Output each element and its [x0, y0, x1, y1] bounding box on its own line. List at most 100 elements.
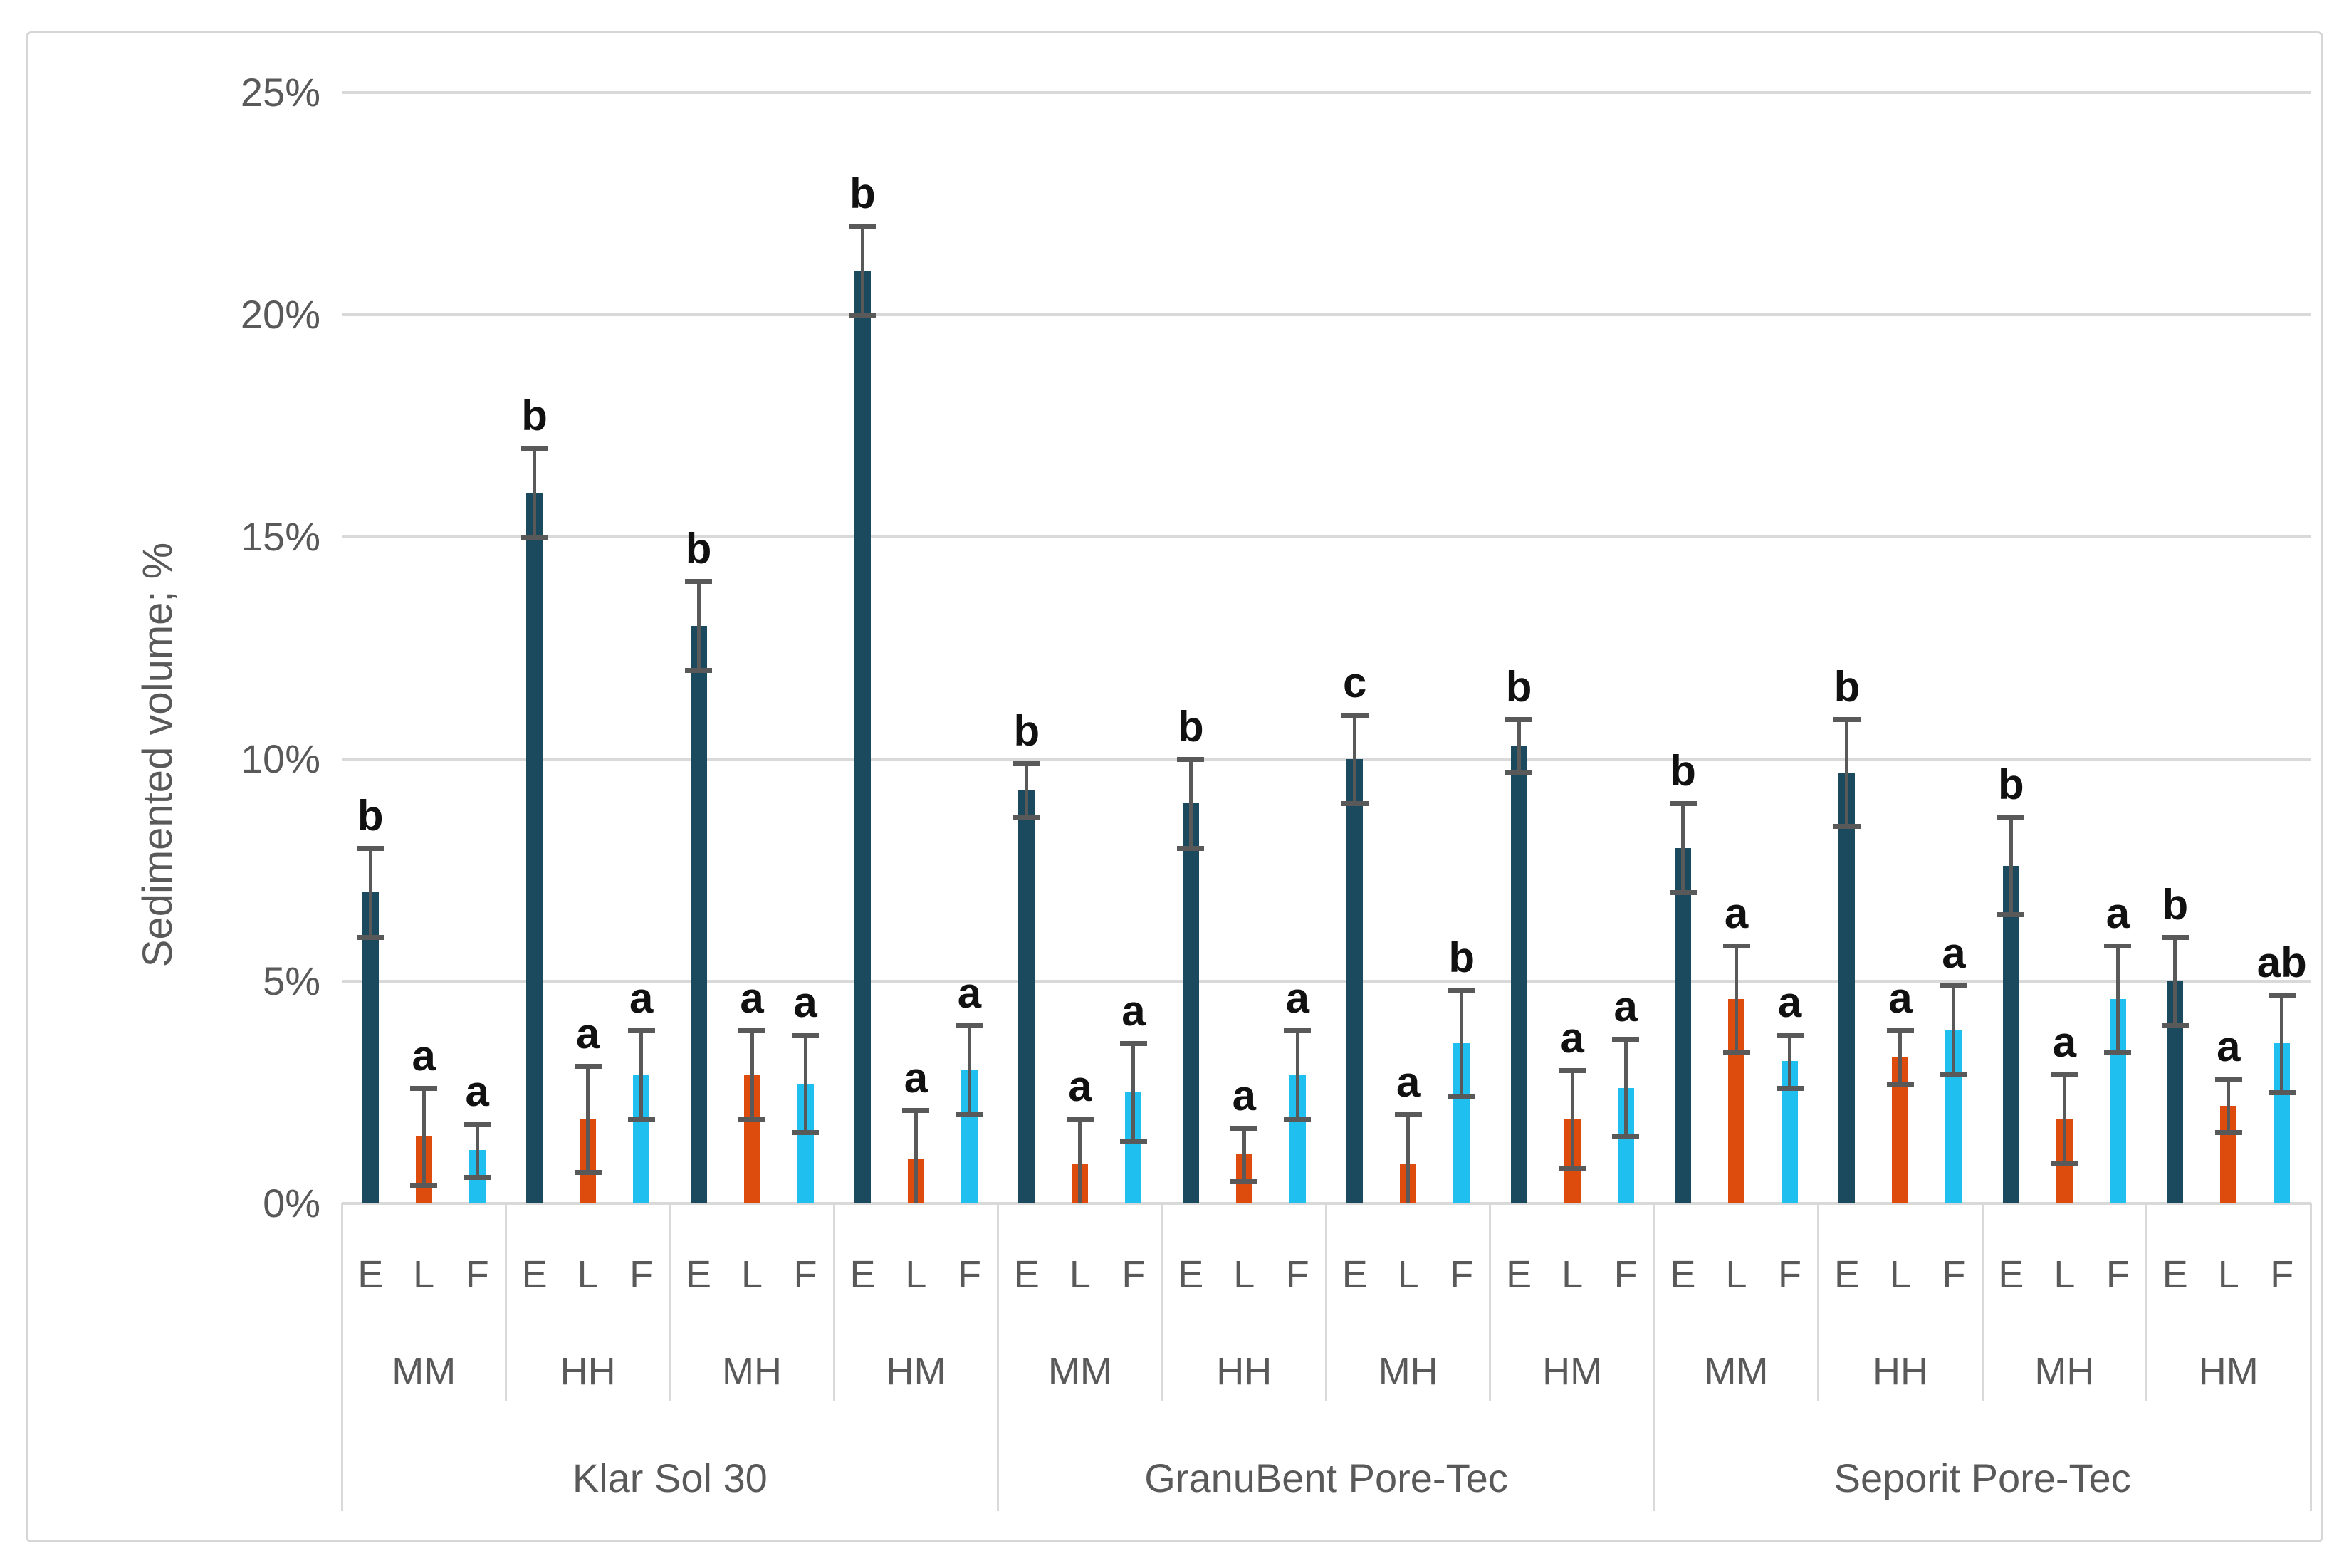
significance-letter: b [521, 392, 548, 440]
significance-letter: a [1285, 973, 1309, 1022]
error-bar-bottom-cap [956, 1112, 983, 1118]
error-bar [1460, 990, 1464, 1097]
bar-e-Seporit Pore-Tec-HM [2167, 981, 2184, 1203]
significance-letter: a [1560, 1013, 1584, 1062]
significance-letter: a [412, 1031, 436, 1080]
significance-letter: a [465, 1067, 489, 1115]
significance-letter: a [904, 1053, 928, 1102]
series-label-e: E [1506, 1253, 1532, 1296]
error-bar-bottom-cap [1230, 1178, 1258, 1184]
bar-f-Seporit Pore-Tec-MH [2109, 998, 2126, 1203]
error-bar [639, 1030, 644, 1119]
error-bar [1898, 1030, 1903, 1084]
error-bar [1952, 986, 1956, 1075]
series-label-e: E [1341, 1253, 1368, 1296]
error-bar [1131, 1043, 1136, 1141]
series-label-f: F [957, 1253, 981, 1296]
series-label-f: F [1942, 1253, 1966, 1296]
series-label-l: L [2054, 1253, 2076, 1296]
error-bar-top-cap [956, 1023, 983, 1029]
significance-letter: a [1942, 929, 1966, 978]
error-bar-top-cap [1013, 761, 1040, 767]
significance-letter: a [2105, 889, 2130, 938]
series-label-e: E [1670, 1253, 1696, 1296]
bar-l-Seporit Pore-Tec-MM [1728, 998, 1745, 1203]
section-label: Klar Sol 30 [572, 1455, 768, 1500]
bar-l-Klar Sol 30-MH [743, 1075, 760, 1203]
error-bar-top-cap [1886, 1028, 1914, 1033]
y-tick-label: 20% [240, 292, 320, 337]
error-bar-top-cap [2051, 1072, 2078, 1078]
y-tick-label: 15% [240, 514, 320, 559]
error-bar-top-cap [2104, 944, 2132, 949]
group-separator [669, 1203, 671, 1401]
group-label-MM: MM [392, 1350, 456, 1393]
error-bar-top-cap [1940, 983, 1967, 989]
error-bar-top-cap [2214, 1077, 2242, 1082]
error-bar-bottom-cap [2161, 1023, 2189, 1029]
series-label-f: F [2270, 1253, 2294, 1296]
error-bar-top-cap [1448, 988, 1475, 993]
error-bar [2062, 1075, 2066, 1164]
error-bar-top-cap [1833, 716, 1861, 722]
error-bar [1406, 1114, 1411, 1203]
error-bar [1353, 714, 1357, 804]
group-label-HM: HM [886, 1350, 946, 1393]
error-bar-bottom-cap [1284, 1117, 1312, 1122]
series-label-l: L [1069, 1253, 1091, 1296]
error-bar [533, 448, 537, 537]
series-label-f: F [2105, 1253, 2130, 1296]
error-bar [750, 1030, 754, 1119]
bar-e-Seporit Pore-Tec-MM [1675, 847, 1692, 1203]
error-bar-bottom-cap [685, 668, 713, 674]
section-separator [2309, 1203, 2312, 1511]
bar-e-Klar Sol 30-MH [690, 625, 707, 1203]
error-bar [586, 1065, 590, 1173]
error-bar-bottom-cap [1886, 1081, 1914, 1087]
error-bar-top-cap [574, 1063, 602, 1069]
significance-letter: b [1998, 761, 2024, 809]
error-bar [1570, 1070, 1574, 1169]
error-bar-top-cap [1119, 1041, 1147, 1047]
significance-letter: b [849, 169, 876, 218]
series-label-l: L [1561, 1253, 1584, 1296]
gridline-20% [342, 313, 2311, 316]
group-label-MH: MH [2034, 1350, 2095, 1393]
error-bar-top-cap [357, 845, 384, 851]
error-bar-bottom-cap [1119, 1139, 1147, 1144]
group-label-HH: HH [1216, 1350, 1272, 1393]
group-label-HH: HH [1872, 1350, 1928, 1393]
error-bar-bottom-cap [1505, 770, 1533, 775]
y-tick-label: 0% [263, 1181, 320, 1225]
series-label-f: F [793, 1253, 817, 1296]
series-label-l: L [1233, 1253, 1255, 1296]
error-bar [1681, 803, 1685, 893]
significance-letter: b [1505, 662, 1532, 711]
series-label-l: L [1889, 1253, 1911, 1296]
error-bar-bottom-cap [2104, 1050, 2132, 1055]
series-label-e: E [1998, 1253, 2024, 1296]
bar-l-Seporit Pore-Tec-HM [2220, 1105, 2237, 1203]
error-bar-bottom-cap [1448, 1094, 1475, 1100]
error-bar-bottom-cap [1997, 912, 2025, 918]
error-bar-bottom-cap [1177, 845, 1205, 851]
significance-letter: a [2217, 1023, 2241, 1071]
group-label-HM: HM [1542, 1350, 1603, 1393]
bar-f-Seporit Pore-Tec-MM [1782, 1061, 1799, 1203]
series-label-l: L [1397, 1253, 1419, 1296]
error-bar [422, 1087, 426, 1186]
group-label-HH: HH [560, 1350, 616, 1393]
series-label-f: F [465, 1253, 489, 1296]
series-label-e: E [2162, 1253, 2188, 1296]
series-label-e: E [1013, 1253, 1040, 1296]
error-bar-bottom-cap [574, 1170, 602, 1176]
significance-letter: b [1833, 662, 1861, 711]
error-bar [2173, 936, 2177, 1026]
group-label-MH: MH [1378, 1350, 1438, 1393]
error-bar-bottom-cap [1013, 815, 1040, 820]
group-separator [504, 1203, 507, 1401]
error-bar [1295, 1030, 1299, 1119]
y-tick-label: 25% [240, 70, 320, 115]
significance-letter: a [1888, 973, 1913, 1022]
series-label-f: F [1613, 1253, 1638, 1296]
